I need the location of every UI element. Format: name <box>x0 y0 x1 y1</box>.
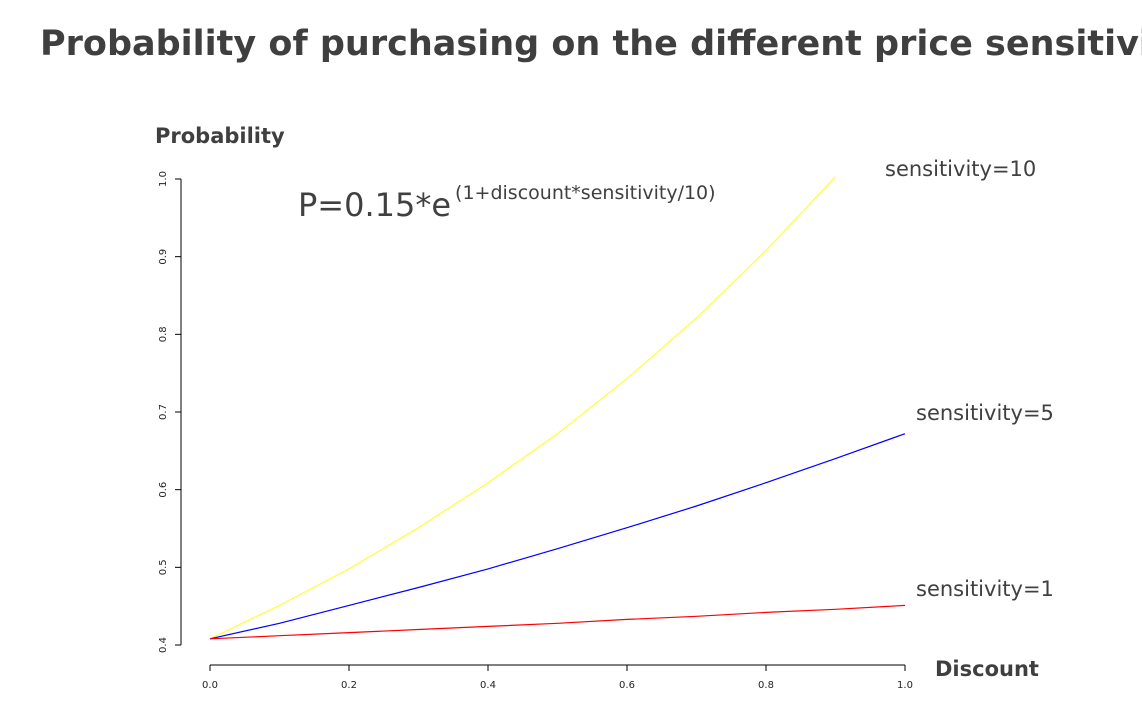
series-labels: sensitivity=10 sensitivity=5 sensitivity… <box>885 157 1054 601</box>
axes: 0.4 0.5 0.6 0.7 0.8 0.9 1.0 0.0 0.2 0.4 0.6 0.8 1.0 <box>158 171 913 691</box>
x-tick-label: 0.4 <box>480 680 496 691</box>
y-tick-label: 0.4 <box>158 637 169 653</box>
series-label-sensitivity-10: sensitivity=10 <box>885 157 1036 181</box>
x-tick-label: 0.0 <box>202 680 218 691</box>
y-tick-label: 0.9 <box>158 249 169 265</box>
x-ticks: 0.0 0.2 0.4 0.6 0.8 1.0 <box>202 665 913 691</box>
y-tick-label: 0.5 <box>158 559 169 575</box>
series-line-sensitivity-5 <box>209 433 906 640</box>
series-lines <box>209 176 906 640</box>
y-ticks: 0.4 0.5 0.6 0.7 0.8 0.9 1.0 <box>158 171 181 653</box>
x-tick-label: 0.8 <box>758 680 774 691</box>
y-tick-label: 0.6 <box>158 482 169 498</box>
series-line-sensitivity-1 <box>209 604 906 640</box>
x-tick-label: 1.0 <box>897 680 913 691</box>
series-label-sensitivity-1: sensitivity=1 <box>916 577 1054 601</box>
formula: P=0.15*e (1+discount*sensitivity/10) <box>298 182 716 224</box>
x-tick-label: 0.2 <box>341 680 357 691</box>
series-label-sensitivity-5: sensitivity=5 <box>916 401 1054 425</box>
series-line-sensitivity-10 <box>209 176 836 640</box>
y-tick-label: 0.8 <box>158 326 169 342</box>
y-tick-label: 1.0 <box>158 171 169 187</box>
page-title: Probability of purchasing on the differe… <box>40 24 1142 64</box>
x-tick-label: 0.6 <box>619 680 635 691</box>
x-axis-title: Discount <box>935 657 1039 681</box>
formula-exponent: (1+discount*sensitivity/10) <box>455 182 716 204</box>
y-tick-label: 0.7 <box>158 404 169 420</box>
y-axis-title: Probability <box>155 124 285 148</box>
formula-base: P=0.15*e <box>298 186 451 224</box>
